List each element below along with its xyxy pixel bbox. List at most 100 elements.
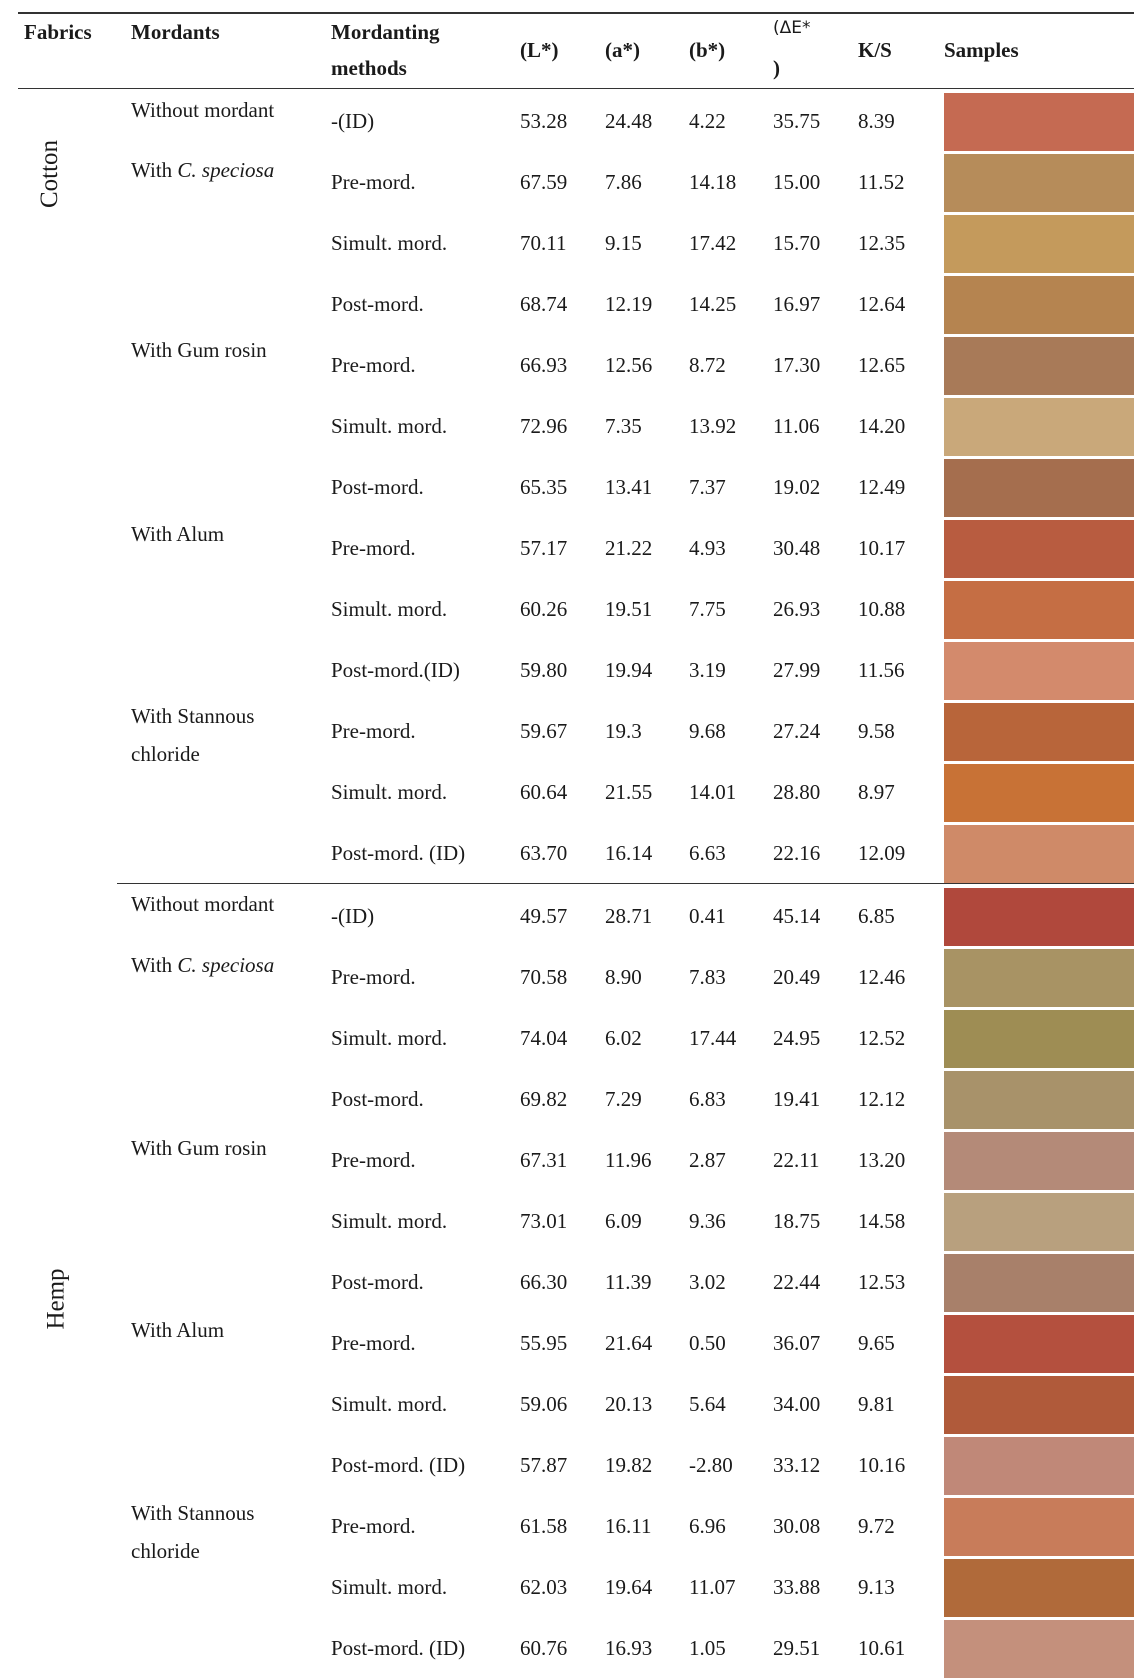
cell-method: Post-mord. (ID)	[331, 841, 466, 865]
cell-a: 28.71	[605, 904, 653, 928]
cell-l: 69.82	[520, 1087, 568, 1111]
mordant-label: With C. speciosa	[131, 946, 274, 984]
sample-swatch	[944, 1254, 1134, 1312]
mordant-label: With C. speciosa	[131, 151, 274, 189]
cell-a: 13.41	[605, 475, 653, 499]
cell-delta-e: 27.24	[773, 719, 821, 743]
cell-a: 6.09	[605, 1209, 642, 1233]
cell-ks: 12.53	[858, 1270, 906, 1294]
cell-delta-e: 33.12	[773, 1453, 821, 1477]
cell-delta-e: 34.00	[773, 1392, 821, 1416]
table-row: Simult. mord. 73.01 6.09 9.36 18.75 14.58	[0, 1191, 1134, 1252]
cell-b: 7.75	[689, 597, 726, 621]
sample-swatch	[944, 398, 1134, 456]
header-methods-line2: methods	[331, 56, 407, 80]
mordant-label: With Stannous chloride	[131, 1494, 254, 1570]
table-row: Pre-mord. 59.67 19.3 9.68 27.24 9.58	[0, 701, 1134, 762]
cell-b: 9.68	[689, 719, 726, 743]
cell-method: Post-mord.	[331, 292, 424, 316]
cell-b: 8.72	[689, 353, 726, 377]
cell-a: 12.19	[605, 292, 653, 316]
header-methods-line1: Mordanting	[331, 20, 440, 44]
mordant-text: With Gum rosin	[131, 338, 267, 362]
table-row: Pre-mord. 61.58 16.11 6.96 30.08 9.72	[0, 1496, 1134, 1557]
mordant-text: With Gum rosin	[131, 1136, 267, 1160]
cell-delta-e: 18.75	[773, 1209, 821, 1233]
cell-method: Pre-mord.	[331, 353, 416, 377]
table-row: Simult. mord. 72.96 7.35 13.92 11.06 14.20	[0, 396, 1134, 457]
cell-ks: 6.85	[858, 904, 895, 928]
cell-ks: 10.17	[858, 536, 906, 560]
cell-method: Pre-mord.	[331, 536, 416, 560]
table-row: Post-mord. (ID) 57.87 19.82 -2.80 33.12 10.16	[0, 1435, 1134, 1496]
cell-b: 0.50	[689, 1331, 726, 1355]
sample-swatch	[944, 1071, 1134, 1129]
cell-b: 7.83	[689, 965, 726, 989]
cell-delta-e: 22.11	[773, 1148, 820, 1172]
cell-a: 7.29	[605, 1087, 642, 1111]
sample-swatch	[944, 1315, 1134, 1373]
mordant-species: C. speciosa	[177, 953, 275, 977]
sample-swatch	[944, 1559, 1134, 1617]
cell-l: 55.95	[520, 1331, 568, 1355]
mordant-label: With Gum rosin	[131, 1129, 267, 1167]
cell-delta-e: 28.80	[773, 780, 821, 804]
cell-method: Post-mord. (ID)	[331, 1636, 466, 1660]
header-a: (a*)	[605, 38, 640, 62]
sample-swatch	[944, 459, 1134, 517]
cell-delta-e: 45.14	[773, 904, 821, 928]
cell-l: 61.58	[520, 1514, 568, 1538]
cell-b: -2.80	[689, 1453, 733, 1477]
sample-swatch	[944, 276, 1134, 334]
sample-swatch	[944, 581, 1134, 639]
cell-ks: 9.58	[858, 719, 895, 743]
cell-a: 19.94	[605, 658, 653, 682]
cell-ks: 12.09	[858, 841, 906, 865]
cell-a: 20.13	[605, 1392, 653, 1416]
cell-a: 9.15	[605, 231, 642, 255]
sample-swatch	[944, 1010, 1134, 1068]
cell-delta-e: 36.07	[773, 1331, 821, 1355]
cell-ks: 10.88	[858, 597, 906, 621]
cell-delta-e: 19.41	[773, 1087, 821, 1111]
table-row: Simult. mord. 60.64 21.55 14.01 28.80 8.97	[0, 762, 1134, 823]
cell-ks: 10.61	[858, 1636, 906, 1660]
table-row: Pre-mord. 66.93 12.56 8.72 17.30 12.65	[0, 335, 1134, 396]
cell-l: 63.70	[520, 841, 568, 865]
cell-method: Simult. mord.	[331, 1209, 448, 1233]
header-fabrics: Fabrics	[24, 20, 92, 44]
cell-method: Simult. mord.	[331, 780, 448, 804]
cell-method: -(ID)	[331, 904, 375, 928]
mordant-label: With Stannous chloride	[131, 697, 254, 773]
cell-method: Post-mord.	[331, 475, 424, 499]
cell-l: 74.04	[520, 1026, 568, 1050]
mordant-text: With	[131, 158, 178, 182]
cell-method: Simult. mord.	[331, 1575, 448, 1599]
cell-ks: 8.97	[858, 780, 895, 804]
header-b: (b*)	[689, 38, 726, 62]
sample-swatch	[944, 520, 1134, 578]
cell-b: 17.44	[689, 1026, 737, 1050]
table-row: Pre-mord. 67.59 7.86 14.18 15.00 11.52	[0, 152, 1134, 213]
cell-a: 12.56	[605, 353, 653, 377]
cell-delta-e: 29.51	[773, 1636, 821, 1660]
cell-ks: 9.13	[858, 1575, 895, 1599]
cell-a: 19.64	[605, 1575, 653, 1599]
cell-ks: 12.52	[858, 1026, 906, 1050]
cell-b: 3.19	[689, 658, 726, 682]
cell-ks: 9.65	[858, 1331, 895, 1355]
cell-b: 17.42	[689, 231, 737, 255]
cell-ks: 8.39	[858, 109, 895, 133]
cell-l: 57.87	[520, 1453, 568, 1477]
table-row: Simult. mord. 62.03 19.64 11.07 33.88 9.13	[0, 1557, 1134, 1618]
table-row: Pre-mord. 55.95 21.64 0.50 36.07 9.65	[0, 1313, 1134, 1374]
cell-l: 49.57	[520, 904, 568, 928]
sample-swatch	[944, 1498, 1134, 1556]
cell-delta-e: 11.06	[773, 414, 820, 438]
cell-delta-e: 20.49	[773, 965, 821, 989]
cell-a: 19.82	[605, 1453, 653, 1477]
cell-ks: 12.49	[858, 475, 906, 499]
cell-delta-e: 17.30	[773, 353, 821, 377]
cell-l: 68.74	[520, 292, 568, 316]
mordant-text-line2: chloride	[131, 742, 200, 766]
